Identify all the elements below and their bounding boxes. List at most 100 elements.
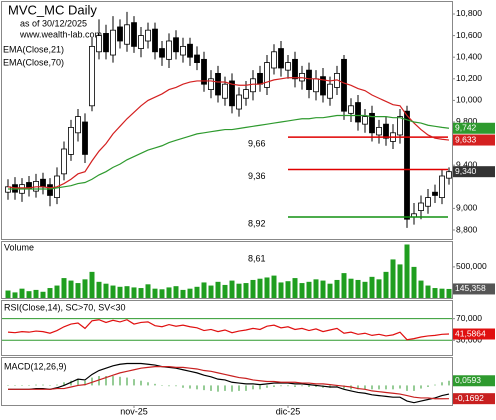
histogram-bar xyxy=(217,385,219,392)
histogram-bar xyxy=(301,385,303,387)
volume-bar xyxy=(376,279,382,298)
candle-body xyxy=(362,116,368,125)
histogram-bar xyxy=(21,385,23,386)
histogram-bar xyxy=(140,380,142,386)
candle-body xyxy=(194,54,200,63)
volume-bar xyxy=(40,291,46,298)
volume-bar xyxy=(446,288,452,298)
candle-body xyxy=(61,148,67,175)
volume-bar xyxy=(271,275,277,298)
candle-body xyxy=(285,62,291,71)
candle-body xyxy=(173,37,179,53)
volume-bar xyxy=(250,279,256,298)
histogram-bar xyxy=(448,380,450,386)
volume-bar xyxy=(390,259,396,298)
candle-body xyxy=(313,78,319,93)
histogram-bar xyxy=(231,385,233,392)
histogram-bar xyxy=(294,385,296,387)
candle-body xyxy=(264,62,270,88)
source: www.wealth-lab.com xyxy=(19,29,102,39)
y-tick-label: 9,400 xyxy=(456,159,478,169)
candle-body xyxy=(250,78,256,93)
candle-body xyxy=(138,35,144,49)
volume-bar xyxy=(194,286,200,298)
volume-bar xyxy=(278,282,284,298)
value-box xyxy=(453,328,495,340)
value-box-label: 145,358 xyxy=(455,283,486,293)
volume-bar xyxy=(201,282,207,298)
value-box xyxy=(453,166,495,178)
volume-bar xyxy=(313,279,319,298)
histogram-bar xyxy=(420,385,422,389)
volume-bar xyxy=(117,286,123,298)
value-box-label: 9,742 xyxy=(455,123,477,133)
volume-bar xyxy=(138,288,144,298)
y-tick-label: 70,000 xyxy=(456,313,482,323)
candle-body xyxy=(369,112,375,134)
value-box xyxy=(453,134,495,146)
histogram-bar xyxy=(182,385,184,388)
volume-bar xyxy=(404,244,410,298)
chart-title: MVC_MC Daily xyxy=(8,2,97,17)
rsi-line xyxy=(7,319,450,341)
volume-bar xyxy=(320,280,326,298)
volume-bar xyxy=(215,281,221,298)
volume-bar xyxy=(348,278,354,298)
candle-body xyxy=(376,126,382,136)
volume-bar xyxy=(96,281,102,298)
candle-body xyxy=(215,72,221,96)
candle-body xyxy=(446,171,452,179)
level-label: 9,66 xyxy=(248,138,266,148)
histogram-bar xyxy=(189,385,191,389)
volume-bar xyxy=(82,279,88,298)
histogram-bar xyxy=(161,385,163,386)
candle-body xyxy=(355,102,361,123)
volume-bar xyxy=(19,288,25,298)
volume-bar xyxy=(425,285,431,298)
histogram-bar xyxy=(49,385,51,386)
candle-body xyxy=(341,58,347,112)
y-tick-label: 500,000 xyxy=(456,261,487,271)
histogram-bar xyxy=(154,383,156,386)
histogram-bar xyxy=(35,384,37,386)
volume-bar xyxy=(327,283,333,298)
panel-title: Volume xyxy=(4,242,34,252)
histogram-bar xyxy=(259,385,261,390)
volume-bar xyxy=(124,286,130,298)
volume-bar xyxy=(285,281,291,298)
candle-body xyxy=(292,58,298,80)
histogram-bar xyxy=(287,385,289,387)
histogram-bar xyxy=(70,380,72,386)
histogram-bar xyxy=(175,385,177,387)
candle-body xyxy=(180,45,186,56)
candle-body xyxy=(152,28,158,53)
histogram-bar xyxy=(210,385,212,391)
candle-body xyxy=(229,80,235,107)
volume-bar xyxy=(89,271,95,298)
level-label: 9,36 xyxy=(248,171,266,181)
histogram-bar xyxy=(42,384,44,386)
histogram-bar xyxy=(273,385,275,387)
volume-bar xyxy=(418,280,424,298)
candle-body xyxy=(166,40,172,60)
histogram-bar xyxy=(371,385,373,390)
histogram-bar xyxy=(392,385,394,390)
x-tick-label: nov-25 xyxy=(120,406,148,416)
legend-entry: EMA(Close,21) xyxy=(3,44,64,54)
candle-body xyxy=(439,175,445,199)
candle-body xyxy=(96,35,102,53)
volume-bar xyxy=(341,273,347,298)
volume-bar xyxy=(439,288,445,298)
ema-line xyxy=(8,114,450,190)
volume-bar xyxy=(152,288,158,298)
histogram-bar xyxy=(427,385,429,387)
volume-bar xyxy=(47,288,53,298)
y-tick-label: 10,600 xyxy=(456,30,482,40)
histogram-bar xyxy=(168,385,170,387)
histogram-bar xyxy=(399,385,401,389)
candle-body xyxy=(383,123,389,139)
y-tick-label: 9,000 xyxy=(456,203,478,213)
candle-body xyxy=(117,26,123,42)
histogram-bar xyxy=(315,385,317,387)
